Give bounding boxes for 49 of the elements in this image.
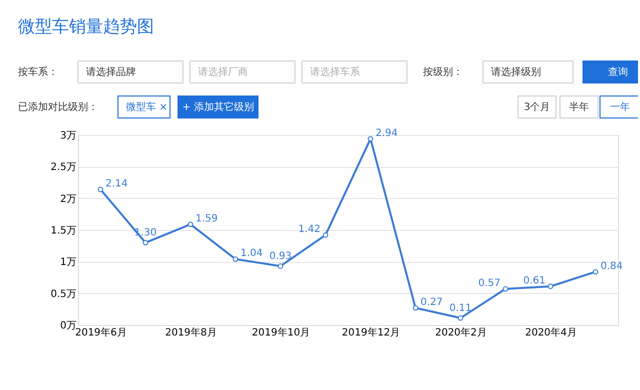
x-tick-label: 2019年12月 — [342, 326, 400, 338]
text: 请选择厂商 — [198, 66, 248, 78]
point — [278, 263, 284, 269]
point — [412, 305, 418, 311]
y-tick-label: 1.5万 — [50, 226, 76, 236]
text: 3个月 — [524, 101, 550, 113]
text: 已添加对比级别： — [18, 101, 98, 113]
y-tick-label: 1万 — [60, 257, 76, 268]
y-tick-label: 0.5万 — [50, 288, 76, 300]
y-tick-label: 2万 — [60, 194, 76, 205]
text: 查询 — [608, 66, 628, 78]
data-label: 0.61 — [523, 275, 546, 286]
data-label: 0.57 — [478, 278, 500, 289]
point — [502, 286, 508, 292]
point — [98, 186, 104, 192]
y-tick-label: 3万 — [60, 130, 76, 142]
data-label: 2.94 — [376, 128, 398, 139]
point — [322, 232, 328, 238]
point — [458, 315, 464, 321]
y-tick-label: 2.5万 — [50, 162, 76, 174]
text: 请选择级别 — [491, 66, 541, 78]
y-tick-label: 0万 — [60, 320, 76, 332]
x-tick-label: 2020年2月 — [435, 326, 487, 338]
data-label: 0.27 — [420, 296, 443, 308]
chart-title: 微型车销量趋势图 — [18, 17, 154, 37]
data-label: 0.84 — [600, 260, 623, 272]
text: 微型车 × — [126, 101, 168, 113]
data-label: 0.93 — [269, 251, 292, 262]
x-tick-label: 2019年8月 — [165, 326, 217, 338]
text: 请选择品牌 — [86, 66, 136, 78]
point — [188, 222, 194, 228]
text: 按车系： — [18, 66, 58, 78]
data-label: 1.04 — [240, 248, 263, 260]
data-label: 1.42 — [298, 224, 320, 236]
data-label: 1.59 — [196, 213, 218, 224]
point — [592, 269, 598, 275]
data-label: 2.14 — [106, 178, 128, 190]
point — [142, 240, 148, 246]
text: 按级别： — [423, 66, 463, 78]
x-tick-label: 2019年6月 — [75, 326, 127, 338]
text: 一年 — [610, 101, 630, 113]
point — [548, 284, 554, 290]
data-label: 0.11 — [449, 303, 472, 314]
point — [232, 256, 238, 262]
text: 半年 — [569, 101, 589, 113]
text: + 添加其它级别 — [182, 101, 254, 113]
x-tick-label: 2019年10月 — [252, 326, 310, 338]
x-tick-label: 2020年4月 — [525, 326, 577, 338]
text: 请选择车系 — [310, 66, 360, 78]
